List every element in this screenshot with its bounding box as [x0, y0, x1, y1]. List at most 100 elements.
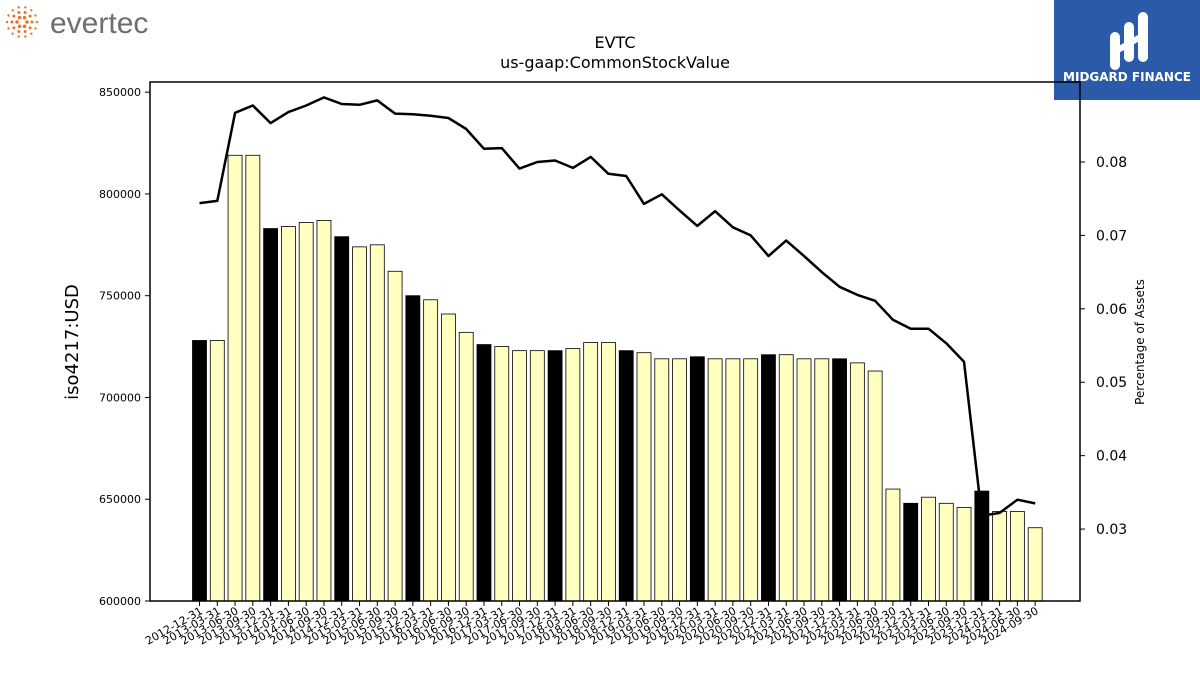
- evertec-logo: evertec: [0, 0, 200, 44]
- bar-2022-09-30: [885, 488, 901, 602]
- sunburst-dot: [5, 20, 9, 24]
- y2-tick-label: 0.07: [1096, 228, 1127, 244]
- midgard-finance-logo-graphic: MIDGARD FINANCE: [1063, 12, 1191, 84]
- sunburst-dot: [28, 14, 32, 18]
- evertec-logo-graphic: evertec: [5, 6, 148, 40]
- bar-2023-09-30: [956, 506, 972, 602]
- bar-2024-03-31: [992, 511, 1007, 602]
- bar-2014-06-30: [298, 222, 314, 602]
- sunburst-dot: [11, 32, 14, 35]
- plot-area: 600000 650000 700000 750000 800000 850000 0.03…: [99, 81, 1127, 648]
- sunburst-icon: [5, 6, 39, 38]
- bar-2013-06-30: [227, 154, 243, 602]
- bar-2024-09-30: [1027, 527, 1043, 602]
- bar-2019-06-30: [654, 358, 670, 602]
- sunburst-dot: [10, 20, 14, 24]
- bar-2016-09-30: [458, 331, 474, 602]
- bar-2018-03-31: [565, 348, 581, 602]
- y-tick-label: 850000: [99, 86, 141, 99]
- bar-2014-03-31: [280, 226, 296, 602]
- y-tick-label: 750000: [99, 290, 141, 303]
- sunburst-dot: [30, 9, 33, 12]
- sunburst-dot: [22, 15, 27, 20]
- y-axis-label: iso4217:USD: [62, 284, 83, 400]
- sunburst-dot: [17, 24, 22, 29]
- bar-2022-03-31: [849, 362, 865, 602]
- bar-2016-06-30: [441, 313, 456, 602]
- sunburst-dot: [30, 32, 33, 35]
- sunburst-dot: [17, 30, 21, 34]
- bar-2021-06-30: [796, 358, 812, 602]
- bar-2023-06-30: [938, 502, 954, 602]
- sunburst-dot: [17, 6, 20, 9]
- bar-2017-06-30: [512, 350, 527, 602]
- percentage-of-assets-line: [199, 96, 1036, 518]
- y-tick-label: 600000: [99, 595, 141, 608]
- bar-2016-12-31: [476, 344, 492, 602]
- sunburst-dot: [17, 10, 21, 14]
- midgard-logo-text: MIDGARD FINANCE: [1063, 70, 1191, 84]
- sunburst-dot: [30, 20, 34, 24]
- sunburst-dot: [35, 20, 39, 24]
- midgard-emblem-icon: [1110, 12, 1148, 70]
- y2-tick-label: 0.08: [1096, 155, 1127, 171]
- y2-tick-label: 0.05: [1096, 375, 1127, 391]
- bar-2020-03-31: [707, 358, 723, 602]
- bar-2022-06-30: [867, 370, 883, 602]
- sunburst-dot: [12, 14, 16, 18]
- bar-2021-09-30: [814, 358, 830, 602]
- y-tick-label: 650000: [99, 493, 141, 506]
- bar-2018-12-31: [618, 350, 634, 602]
- sunburst-dot: [34, 27, 37, 30]
- bar-2017-09-30: [529, 350, 545, 602]
- sunburst-dot: [34, 14, 37, 17]
- bar-2013-12-31: [263, 228, 279, 602]
- bar-2015-03-31: [352, 246, 367, 602]
- y-tick-label: 800000: [99, 188, 141, 201]
- bar-2016-03-31: [423, 299, 439, 602]
- y2-tick-label: 0.03: [1096, 522, 1127, 538]
- chart-title: EVTC: [594, 33, 635, 52]
- bar-2021-03-31: [778, 354, 794, 602]
- sunburst-dot: [23, 30, 27, 34]
- y2-tick-label: 0.06: [1096, 302, 1127, 318]
- sunburst-dot: [23, 10, 27, 14]
- y2-tick-label: 0.04: [1096, 449, 1127, 465]
- sunburst-dot: [24, 35, 27, 38]
- plot-frame: [149, 81, 1081, 602]
- sunburst-dot: [25, 20, 29, 24]
- bar-2024-06-30: [1009, 511, 1025, 602]
- bar-2017-03-31: [494, 346, 510, 602]
- bar-2015-12-31: [405, 295, 421, 602]
- bar-2017-12-31: [547, 350, 563, 602]
- bar-2015-09-30: [387, 270, 403, 602]
- bar-2020-09-30: [743, 358, 759, 602]
- evertec-logo-text: evertec: [50, 7, 148, 40]
- bar-2022-12-31: [903, 502, 919, 602]
- y2-axis-label: Percentage of Assets: [1133, 279, 1147, 405]
- bar-2013-03-31: [209, 340, 225, 602]
- bar-2021-12-31: [832, 358, 847, 602]
- sunburst-dot: [7, 27, 10, 30]
- sunburst-dot: [28, 26, 32, 30]
- y-tick-label: 700000: [99, 391, 141, 404]
- bar-2020-06-30: [725, 358, 741, 602]
- bar-2018-06-30: [583, 342, 599, 602]
- sunburst-dot: [22, 24, 27, 29]
- bar-2012-12-31: [192, 340, 207, 602]
- bar-2019-12-31: [689, 356, 705, 602]
- sunburst-dot: [12, 26, 16, 30]
- bar-2014-12-31: [334, 236, 350, 602]
- bar-2019-03-31: [636, 352, 652, 602]
- bar-2013-09-30: [245, 154, 261, 602]
- sunburst-dot: [24, 6, 27, 9]
- midgard-finance-logo: MIDGARD FINANCE: [1054, 0, 1200, 100]
- sunburst-dot: [17, 35, 20, 38]
- bar-2020-12-31: [761, 354, 776, 602]
- chart-subtitle: us-gaap:CommonStockValue: [500, 53, 730, 72]
- sunburst-dot: [15, 20, 19, 24]
- bar-2014-09-30: [316, 219, 332, 602]
- sunburst-dot: [17, 15, 22, 20]
- bar-2019-09-30: [672, 358, 687, 602]
